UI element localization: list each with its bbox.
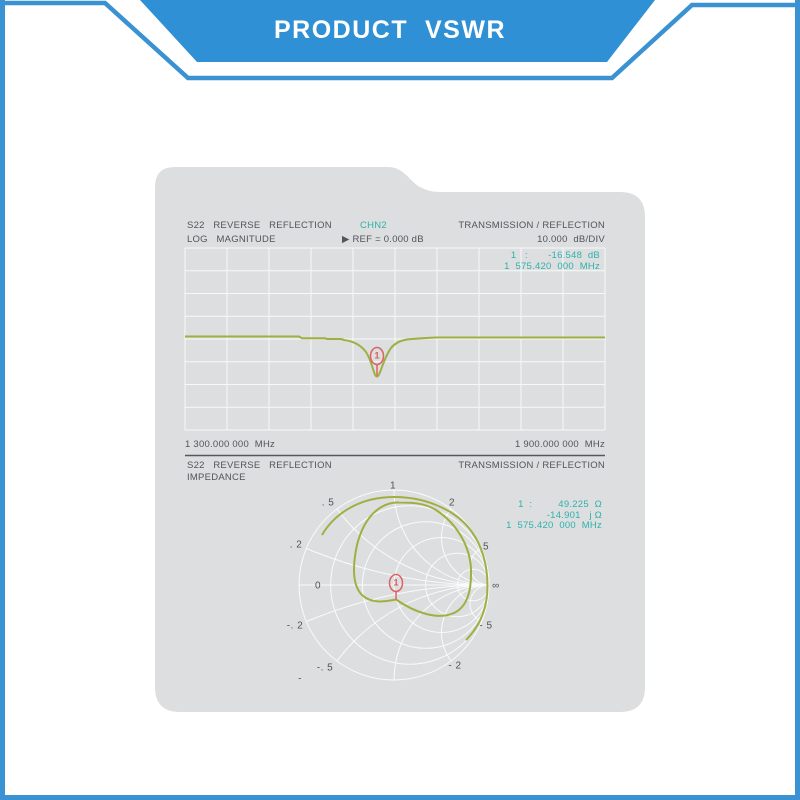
chart2-marker-resistance: 1 : 49.225 Ω: [518, 499, 602, 510]
chart2-s-parameter: S22 REVERSE REFLECTION: [187, 460, 332, 471]
chart2-right-title: TRANSMISSION / REFLECTION: [458, 460, 605, 471]
chart1-marker-value: 1 : -16.548 dB: [510, 250, 600, 261]
chart1-start-frequency: 1 300.000 000 MHz: [185, 439, 276, 450]
smith-label-m5: - 5: [479, 620, 493, 632]
chart1-s-parameter: S22 REVERSE REFLECTION: [187, 220, 332, 231]
smith-label-p2: . 2: [289, 539, 303, 551]
chart2-marker-number: 1: [393, 577, 399, 589]
vswr-trace: [185, 335, 605, 378]
chart1-scale: 10.000 dB/DIV: [537, 234, 605, 245]
border-left: [0, 0, 5, 800]
marker1-symbol: [369, 346, 385, 376]
rect-grid: [184, 247, 606, 431]
chart1-stop-frequency: 1 900.000 000 MHz: [514, 439, 605, 450]
chart2-format: IMPEDANCE: [187, 472, 246, 483]
smith-label-m2: - 2: [448, 660, 462, 672]
smith-label-inf: ∞: [492, 580, 500, 592]
border-right: [795, 0, 800, 800]
smith-label-2: 2: [448, 497, 456, 509]
smith-label-p5: . 5: [321, 497, 335, 509]
smith-label-mp2: -. 2: [286, 620, 304, 632]
page-title: PRODUCT VSWR: [274, 16, 506, 44]
banner-shape: [140, 0, 655, 62]
panel-background: [155, 167, 645, 712]
smith-grid: [298, 489, 490, 681]
smith-label-5: 5: [482, 541, 490, 553]
smith-label-0: 0: [314, 580, 322, 592]
chart1-ref-level: ▶ REF = 0.000 dB: [342, 234, 424, 245]
chart1-marker-number: 1: [374, 350, 380, 362]
chart1-marker-frequency: 1 575.420 000 MHz: [504, 261, 600, 272]
smith-label-minus: -: [298, 673, 302, 685]
chart1-channel: CHN2: [360, 220, 387, 231]
smith-label-1: 1: [389, 480, 397, 492]
impedance-trace-sweep: [321, 496, 489, 641]
smith-label-mp5: -. 5: [316, 662, 334, 674]
chart2-marker-frequency: 1 575.420 000 MHz: [506, 520, 602, 531]
chart1-format: LOG MAGNITUDE: [187, 234, 276, 245]
marker1-symbol-smith: [388, 573, 404, 600]
border-bottom: [0, 795, 800, 800]
top-frame-line: [0, 0, 800, 81]
chart2-marker-reactance: -14.901 j Ω: [546, 510, 602, 521]
impedance-trace-loop: [352, 501, 473, 617]
chart1-right-title: TRANSMISSION / REFLECTION: [458, 220, 605, 231]
